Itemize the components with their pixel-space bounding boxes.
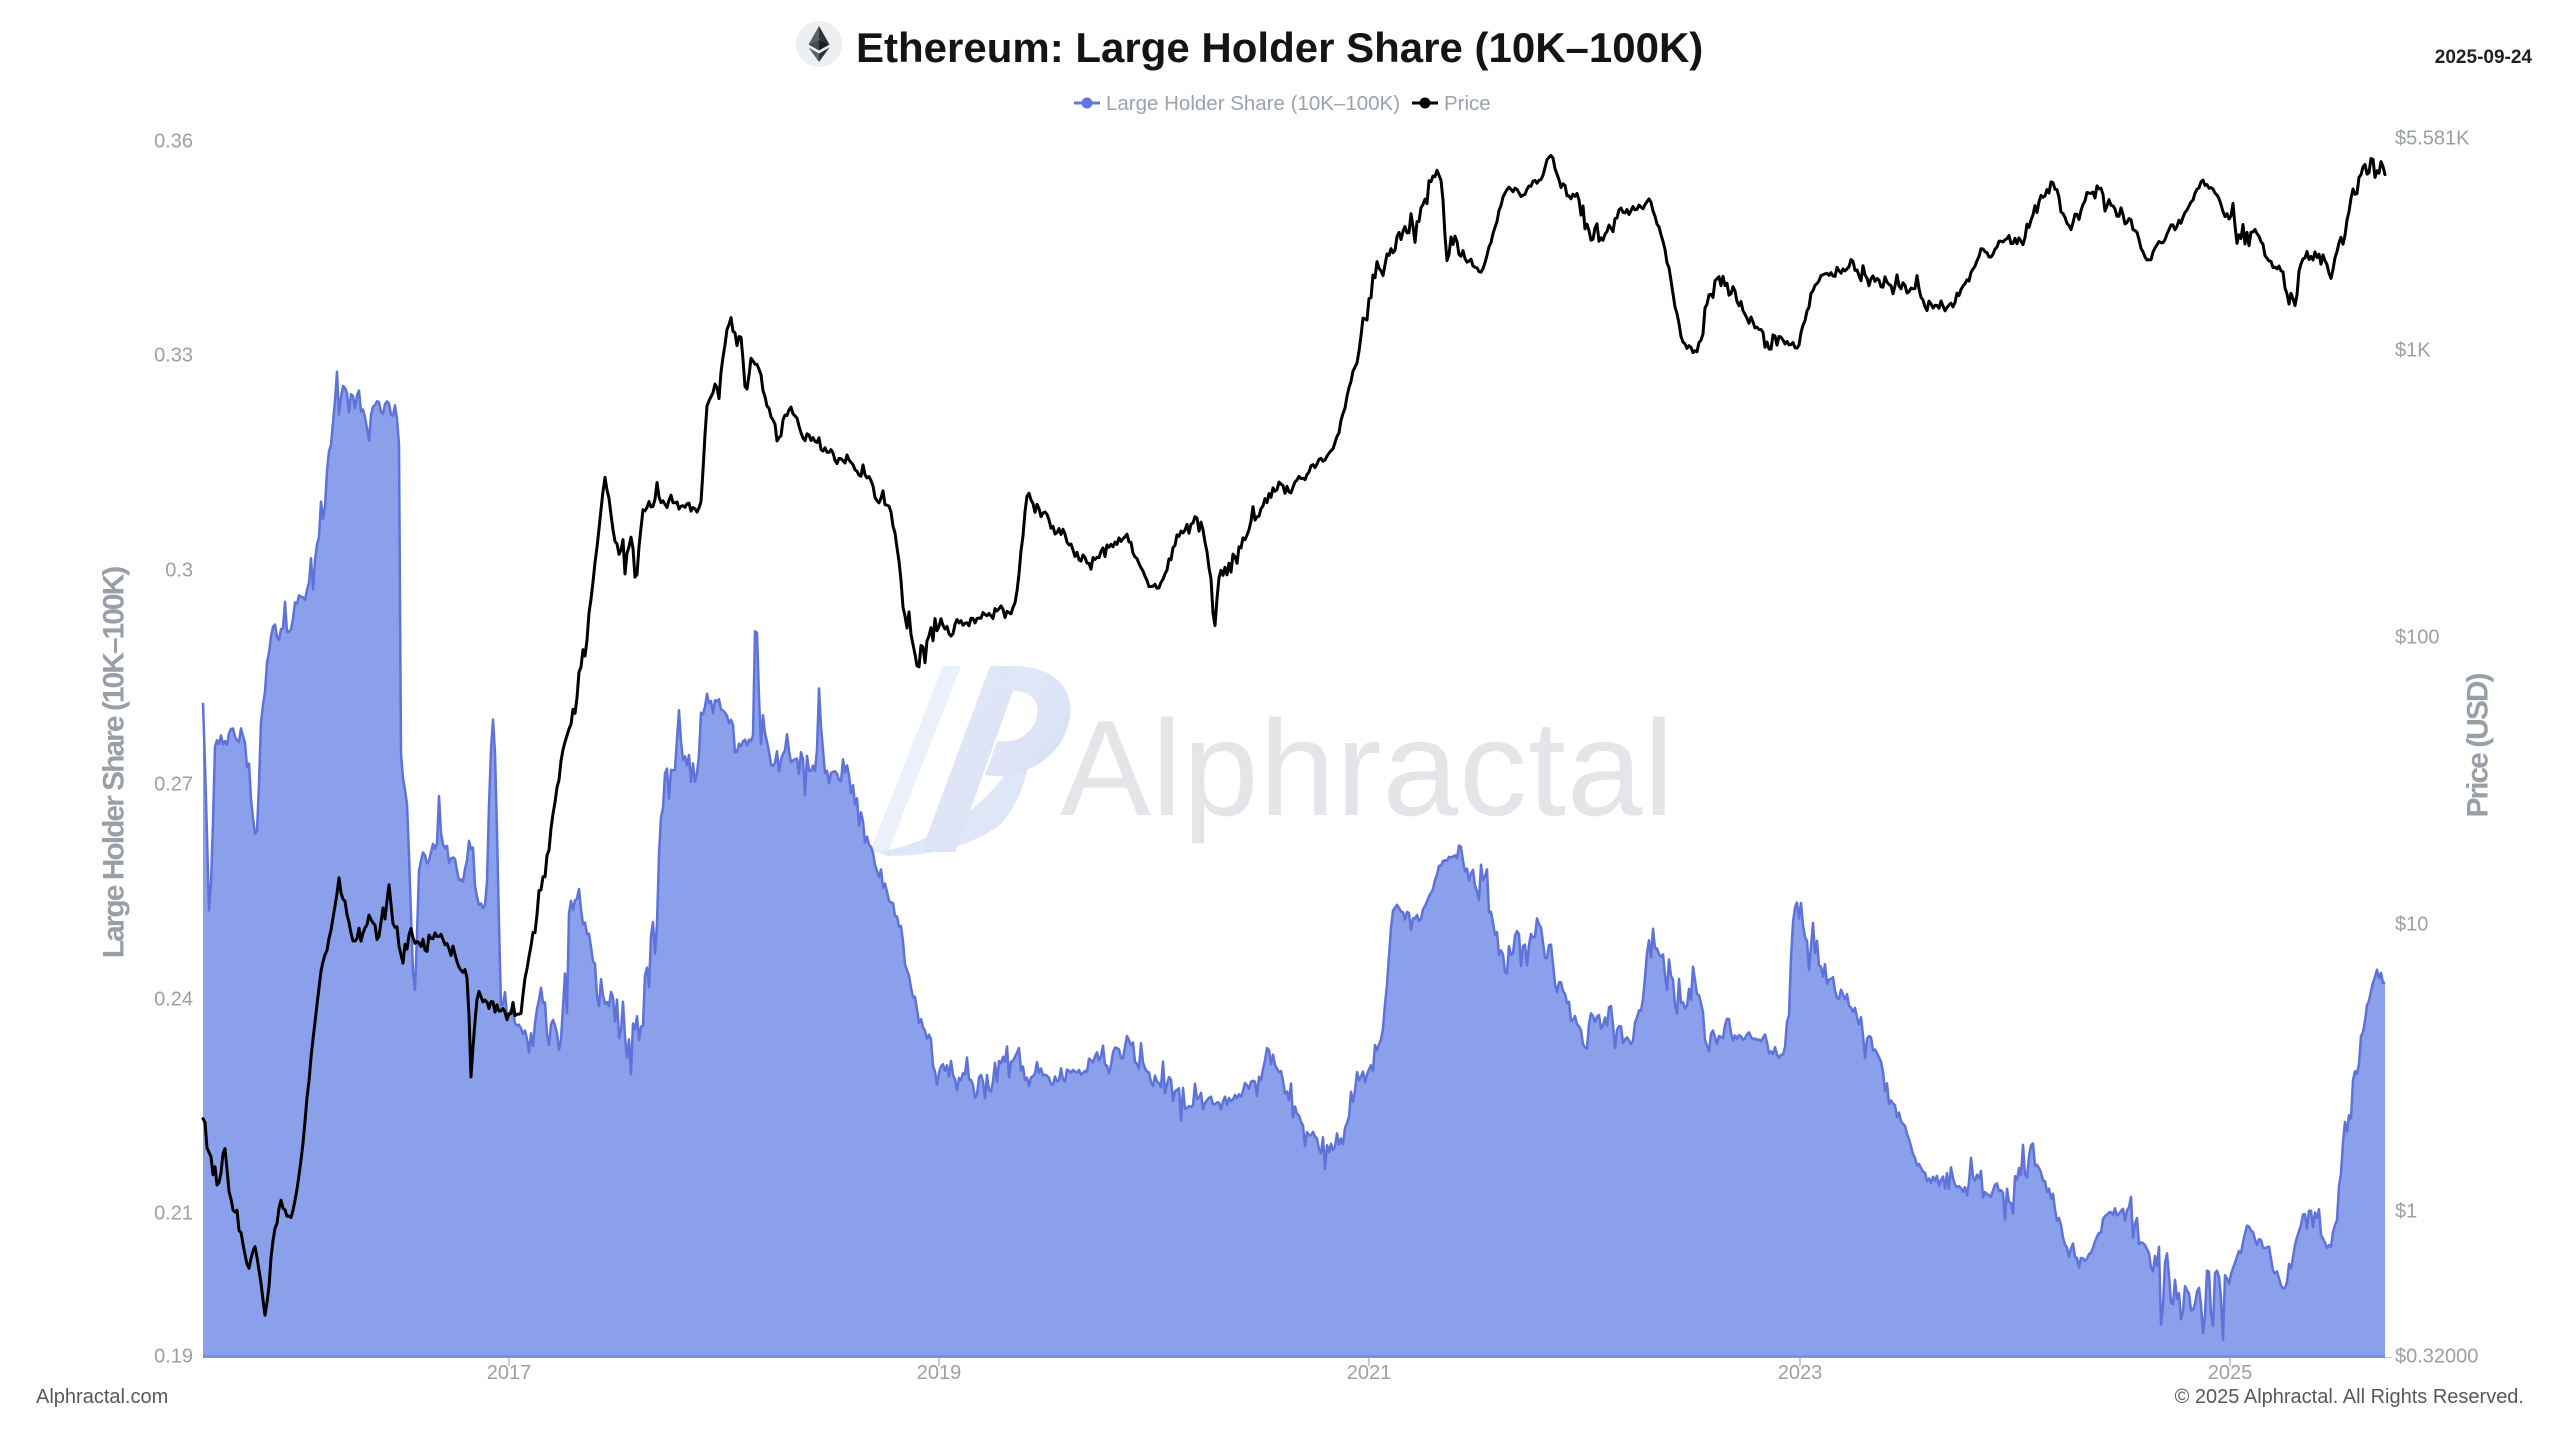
- svg-text:Large Holder Share (10K–100K): Large Holder Share (10K–100K): [98, 567, 131, 959]
- svg-text:Price (USD): Price (USD): [2462, 673, 2495, 817]
- svg-text:Alphractal: Alphractal: [1060, 692, 1675, 844]
